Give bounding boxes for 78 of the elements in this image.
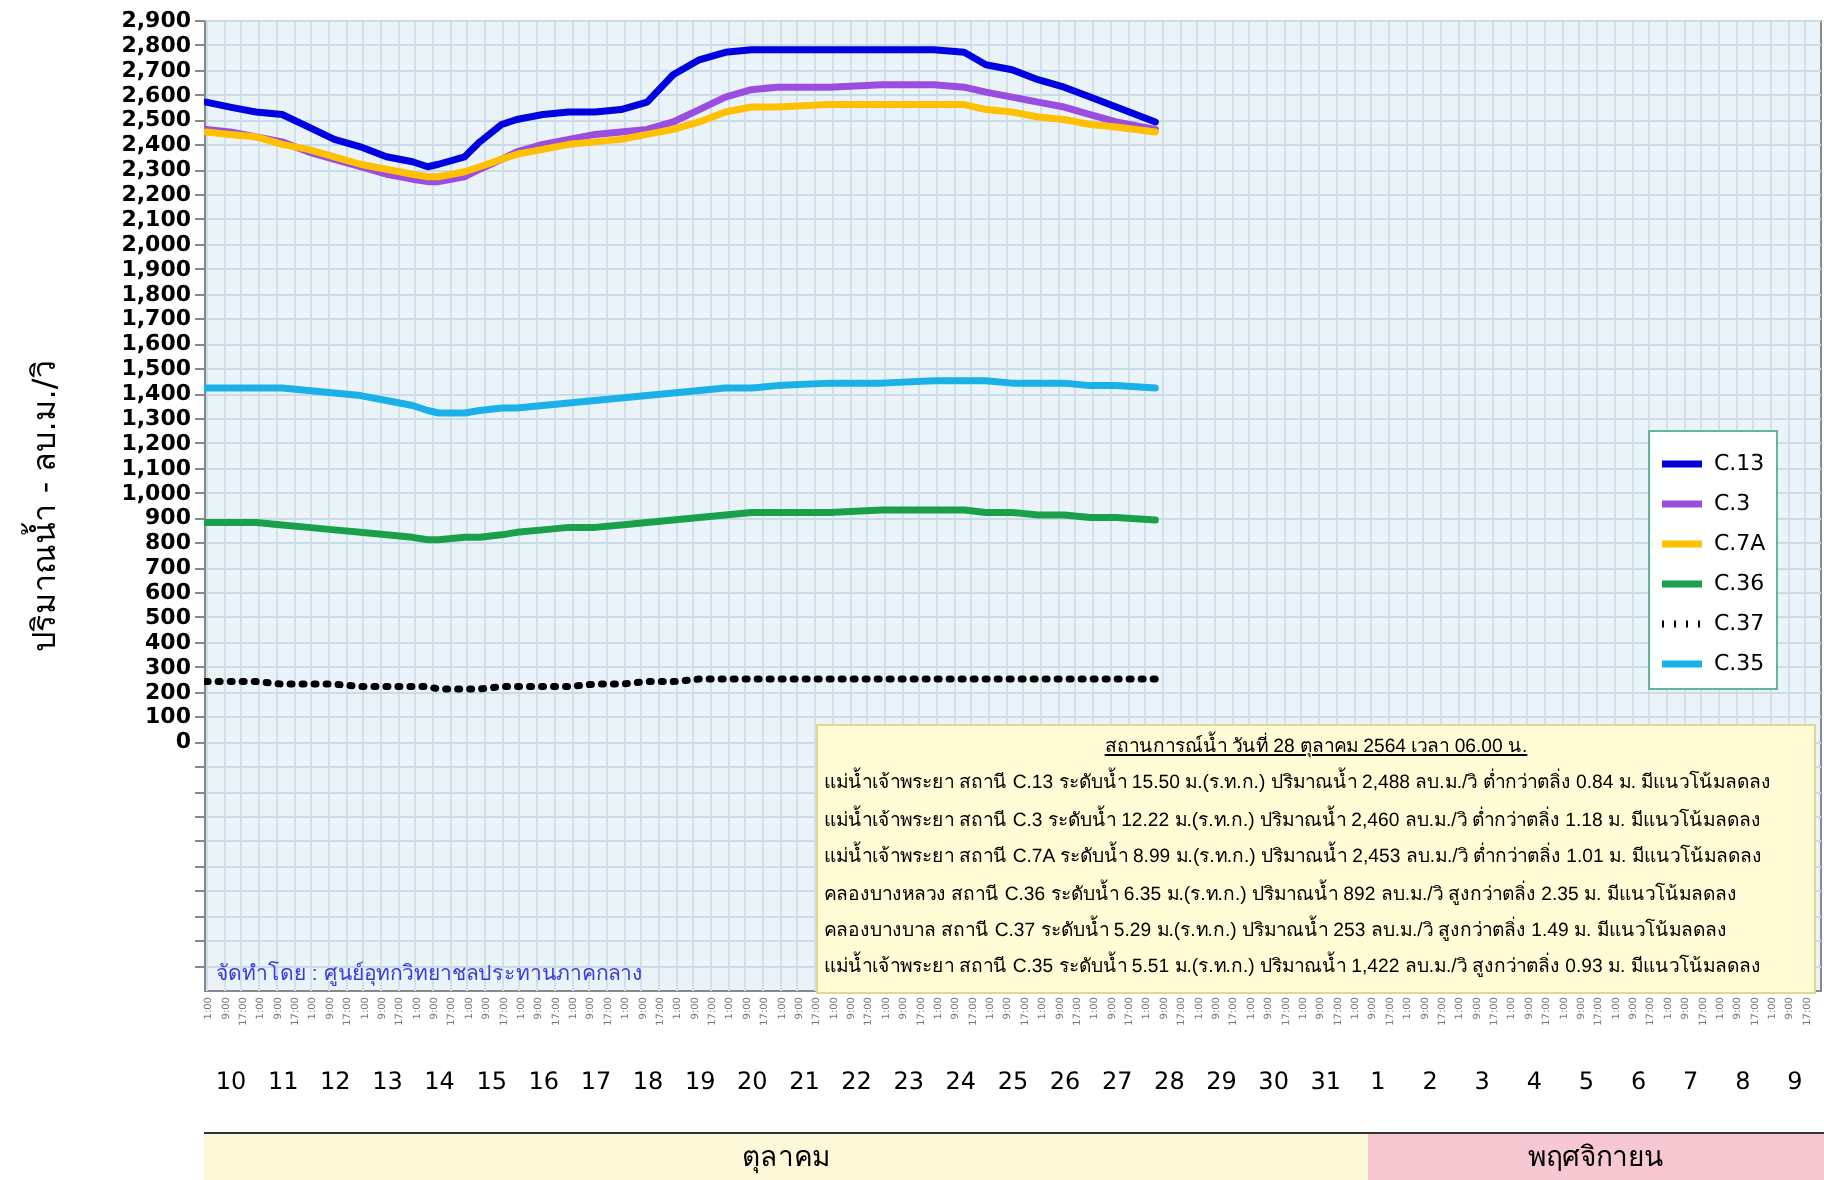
y-tick-label: 0 [175,728,192,755]
annotation: แม่น้ำเจ้าพระยา สถานี C.13 ระดับน้ำ 15.50 ม.(ร.ท.ก.) ปริมาณน้ำ 2,488 ลบ.ม./วิ ต่ำกว่าตลิ่ง 0.84 ม. มีแนวโน้มลดลง [824,766,1774,799]
y-tick-label: 1,700 [121,305,192,332]
x2-tick-label: 6 [1630,1067,1647,1095]
x2-tick-label: 5 [1578,1067,1595,1095]
y-tick-label: 2,900 [121,7,192,33]
annotation: คลองบางหลวง สถานี C.36 ระดับน้ำ 6.35 ม.(ร.ท.ก.) ปริมาณน้ำ 892 ลบ.ม./วิ สูงกว่าตลิ่ง 2.35 ม. มีแนวโน้มลดลง [824,877,1739,910]
y-tick-label: 2,400 [121,131,192,158]
y-tick-label: 2,800 [121,31,192,58]
annotation: สถานการณ์น้ำ วันที่ 28 ตุลาคม 2564 เวลา 06.00 น. [1102,730,1530,762]
legend-label: C.7A [1714,530,1767,556]
x2-tick-label: 28 [1154,1067,1185,1095]
x2-tick-label: 10 [215,1067,247,1095]
annotation: แม่น้ำเจ้าพระยา สถานี C.3 ระดับน้ำ 12.22 ม.(ร.ท.ก.) ปริมาณน้ำ 2,460 ลบ.ม./วิ ต่ำกว่าตลิ่ง 1.18 ม. มีแนวโน้มลดลง [824,803,1763,836]
text: ตุลาคม [204,1132,1368,1180]
x2-tick-label: 21 [789,1067,820,1095]
x2-tick-label: 3 [1474,1067,1490,1095]
y-tick-label: 1,600 [121,330,192,357]
x2-tick-label: 23 [893,1067,925,1095]
y-tick-label: 1,200 [121,429,192,456]
y-tick-label: 1,400 [121,380,192,407]
y-tick-label: 300 [145,653,192,680]
x2-tick-label: 14 [424,1067,455,1095]
y-tick-label: 500 [145,603,192,630]
y-tick-label: 2,500 [121,106,192,133]
y-tick-label: 1,300 [121,404,192,431]
text: พฤศจิกายน [1368,1132,1824,1180]
x2-tick-label: 16 [528,1067,560,1095]
x2-tick-label: 7 [1683,1067,1699,1095]
x2-tick-label: 30 [1258,1067,1289,1095]
y-tick-label: 1,900 [121,255,192,282]
annotation: แม่น้ำเจ้าพระยา สถานี C.35 ระดับน้ำ 5.51 ม.(ร.ท.ก.) ปริมาณน้ำ 1,422 ลบ.ม./วิ สูงกว่าตลิ่ง 0.93 ม. มีแนวโน้มลดลง [824,950,1763,983]
x2-tick-label: 25 [997,1067,1029,1095]
legend-label: C.35 [1714,650,1765,676]
y-tick-label: 900 [145,504,192,531]
x2-tick-label: 26 [1049,1067,1081,1095]
y-tick-label: 100 [145,703,192,730]
annotation: คลองบางบาล สถานี C.37 ระดับน้ำ 5.29 ม.(ร.ท.ก.) ปริมาณน้ำ 253 ลบ.ม./วิ สูงกว่าตลิ่ง 1.49 ม. มีแนวโน้มลดลง [824,914,1729,947]
x2-tick-label: 9 [1787,1067,1803,1095]
legend-label: C.36 [1714,570,1765,596]
x2-tick-label: 31 [1310,1067,1342,1095]
y-tick-label: 600 [145,579,192,606]
y-tick-label: 2,600 [121,81,192,108]
x2-tick-label: 2 [1422,1067,1438,1095]
x2-tick-label: 13 [372,1067,403,1095]
y-tick-label: 2,300 [121,156,192,183]
x2-tick-label: 4 [1526,1067,1542,1095]
x2-tick-label: 24 [945,1067,977,1095]
x2-tick-label: 17 [580,1067,612,1095]
x2-tick-label: 20 [737,1067,768,1095]
y-tick-label: 200 [145,678,192,705]
annotation: จัดทำโดย : ศูนย์อุทกวิทยาชลประทานภาคกลาง [216,960,642,986]
y-tick-label: 2,200 [121,181,192,208]
annotation: แม่น้ำเจ้าพระยา สถานี C.7A ระดับน้ำ 8.99 ม.(ร.ท.ก.) ปริมาณน้ำ 2,453 ลบ.ม./วิ ต่ำกว่าตลิ่ง 1.01 ม. มีแนวโน้มลดลง [824,840,1764,873]
x2-tick-label: 1 [1370,1067,1386,1095]
x2-tick-label: 18 [632,1067,664,1095]
y-tick-label: 2,100 [121,205,192,232]
x2-tick-label: 19 [684,1067,716,1095]
y-tick-label: 1,800 [121,280,192,307]
legend-label: C.37 [1714,610,1765,636]
legend-label: C.3 [1714,490,1751,516]
y-tick-label: 1,000 [121,479,192,506]
y-axis-title: ปริมาณน้ำ - ลบ.ม./วิ [21,360,64,652]
x2-tick-label: 27 [1101,1067,1133,1095]
x2-tick-label: 11 [267,1067,299,1095]
x2-tick-label: 12 [320,1067,351,1095]
x2-tick-label: 15 [476,1067,507,1095]
y-tick-label: 2,700 [121,56,192,83]
x2-tick-label: 8 [1735,1067,1751,1095]
y-tick-label: 1,500 [121,355,192,382]
y-tick-label: 700 [145,554,192,581]
legend-label: C.13 [1714,450,1765,476]
y-tick-label: 2,000 [121,230,192,257]
y-tick-label: 1,100 [121,454,192,481]
y-tick-label: 400 [145,628,192,655]
x2-tick-label: 29 [1206,1067,1237,1095]
x2-tick-label: 22 [841,1067,872,1095]
y-tick-label: 800 [145,529,192,556]
